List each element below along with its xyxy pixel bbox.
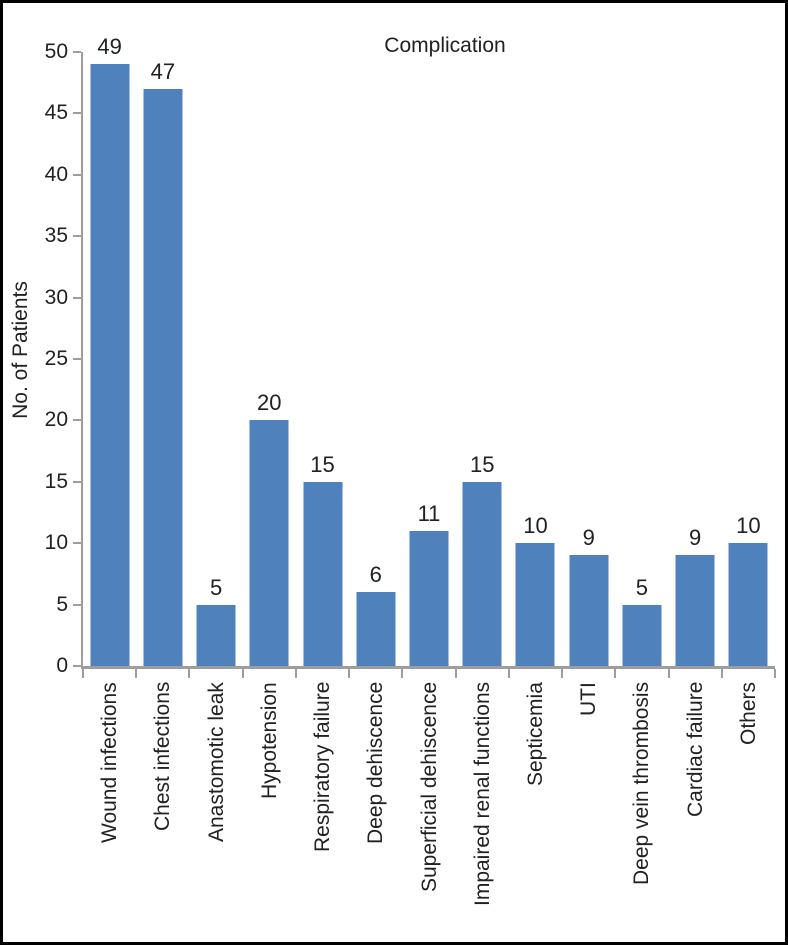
bar-value-label: 49	[97, 34, 122, 60]
y-tick	[73, 358, 81, 360]
y-tick-label: 5	[56, 592, 68, 616]
x-tick	[614, 669, 617, 678]
y-tick	[73, 173, 81, 176]
y-tick	[73, 603, 81, 606]
bar	[143, 88, 183, 666]
y-tick-label: 25	[44, 347, 68, 370]
x-category-label: Deep vein thrombosis	[630, 682, 654, 886]
x-category-label: UTI	[577, 682, 601, 716]
x-category-label: Septicemia	[523, 682, 547, 786]
bar	[409, 530, 449, 666]
bar-value-label: 9	[582, 525, 595, 551]
bar-value-label: 6	[369, 562, 382, 588]
bar-value-label: 15	[469, 451, 495, 477]
x-category-label: Deep dehiscence	[364, 682, 388, 845]
bar-value-label: 5	[635, 574, 649, 600]
bar	[515, 543, 555, 666]
bar	[675, 555, 715, 666]
x-tick	[774, 669, 776, 678]
x-tick	[454, 669, 457, 678]
bar	[90, 64, 130, 666]
x-category-cell: Chest infections	[136, 682, 189, 942]
y-tick-label: 15	[44, 469, 68, 493]
x-category-cell: Impaired renal functions	[456, 682, 509, 942]
x-tick	[188, 669, 191, 678]
y-tick-label: 20	[44, 408, 68, 432]
y-tick	[73, 542, 81, 545]
x-category-cell: Deep dehiscence	[349, 682, 402, 942]
y-tick	[73, 419, 81, 422]
x-category-cell: Others	[722, 682, 775, 942]
bar	[303, 481, 343, 666]
x-tick	[720, 669, 723, 678]
x-category-label: Respiratory failure	[311, 682, 335, 853]
x-tick	[135, 669, 138, 678]
x-category-cell: Anastomotic leak	[189, 682, 242, 942]
x-category-cell: Wound infections	[83, 682, 136, 942]
x-category-label: Impaired renal functions	[470, 682, 494, 907]
bar-value-label: 47	[150, 58, 176, 84]
x-axis-labels: Wound infections Chest infections Anastomo…	[83, 682, 775, 942]
x-tick	[294, 669, 297, 678]
y-axis: 0 5 10 15 20 25 30 35 40 45 50	[3, 40, 81, 677]
bar-value-label: 11	[417, 500, 441, 526]
x-tick	[667, 669, 670, 678]
bar-value-label: 20	[257, 390, 282, 416]
x-category-label: Hypotension	[257, 682, 281, 799]
bar-value-label: 15	[310, 451, 335, 477]
y-tick	[73, 51, 81, 53]
bar	[622, 604, 662, 666]
y-tick-label: 35	[44, 224, 68, 248]
bar-value-label: 10	[736, 513, 761, 539]
x-category-cell: Deep vein thrombosis	[615, 682, 668, 942]
x-category-label: Chest infections	[151, 682, 175, 832]
y-tick	[73, 296, 81, 299]
y-tick	[73, 112, 81, 115]
y-tick	[73, 235, 81, 238]
y-tick-label: 30	[44, 285, 68, 309]
y-tick-label: 0	[56, 654, 68, 677]
x-tick	[561, 669, 564, 678]
x-category-cell: UTI	[562, 682, 615, 942]
y-tick-label: 40	[44, 162, 68, 186]
y-tick-label: 10	[44, 531, 68, 555]
x-category-cell: Superficial dehiscence	[402, 682, 455, 942]
bar	[728, 543, 768, 666]
x-tick	[241, 669, 244, 678]
bar-value-label: 9	[689, 525, 702, 551]
x-category-cell: Septicemia	[509, 682, 562, 942]
x-category-label: Cardiac failure	[683, 682, 707, 818]
bar	[569, 555, 609, 666]
y-tick-label: 50	[44, 40, 68, 63]
x-axis-ticks	[82, 669, 776, 678]
x-tick	[82, 669, 84, 678]
x-category-label: Anastomotic leak	[204, 682, 228, 842]
bar	[249, 420, 289, 666]
bar	[196, 604, 236, 666]
chart-title: Complication	[384, 34, 506, 57]
x-category-cell: Hypotension	[243, 682, 296, 942]
y-tick	[73, 480, 81, 483]
bar	[356, 592, 396, 666]
x-category-label: Wound infections	[98, 682, 122, 843]
plot-area: 49 47 5 20 15 6 11 15 10 9 5 9 10	[81, 36, 775, 669]
y-tick	[73, 665, 81, 667]
x-category-label: Others	[736, 682, 760, 746]
bar-value-label: 5	[209, 574, 223, 600]
x-category-cell: Cardiac failure	[669, 682, 722, 942]
x-tick	[401, 669, 404, 678]
x-category-label: Superficial dehiscence	[417, 682, 441, 893]
bar	[462, 481, 502, 666]
y-tick-label: 45	[44, 101, 68, 125]
x-tick	[348, 669, 351, 678]
bar-value-label: 10	[523, 513, 548, 539]
x-category-cell: Respiratory failure	[296, 682, 349, 942]
x-tick	[507, 669, 510, 678]
